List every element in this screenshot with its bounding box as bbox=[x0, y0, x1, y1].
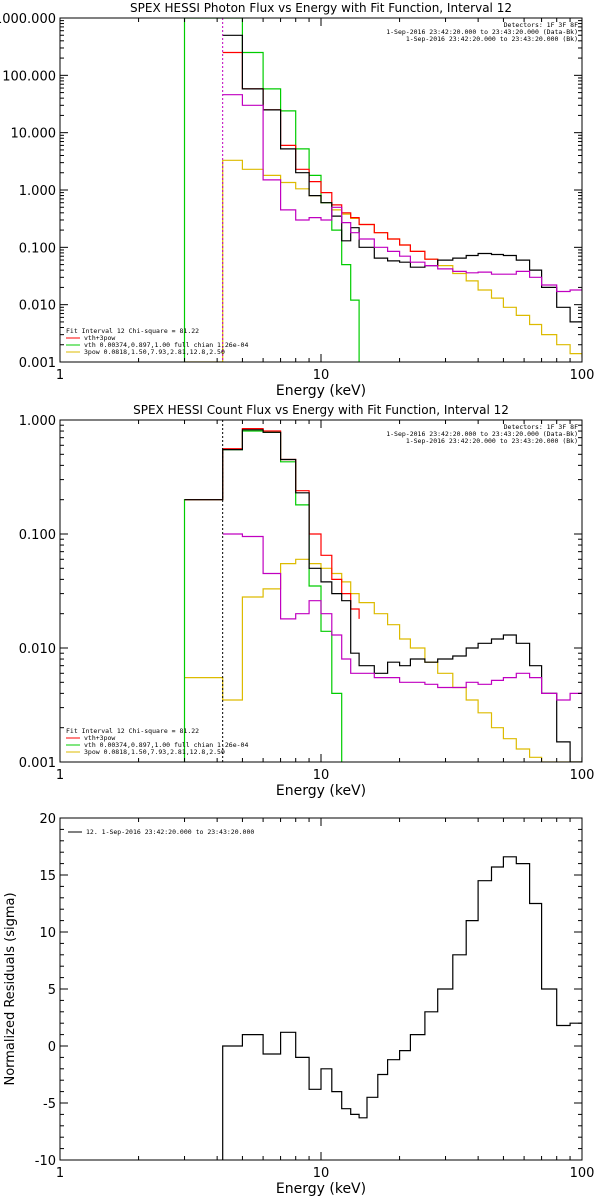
chart-title: SPEX HESSI Photon Flux vs Energy with Fi… bbox=[130, 1, 512, 15]
x-tick-label: 100 bbox=[570, 1166, 595, 1181]
legend-bottom-left-entry: vth+3pow bbox=[84, 334, 115, 342]
y-tick-label: 20 bbox=[39, 812, 56, 827]
x-tick-label: 10 bbox=[313, 768, 330, 783]
y-tick-label: 0.100 bbox=[19, 528, 56, 543]
x-tick-label: 100 bbox=[570, 768, 595, 783]
series-line-2 bbox=[222, 51, 439, 265]
series-line-3 bbox=[184, 429, 582, 762]
series-line-0 bbox=[184, 558, 582, 762]
y-tick-label: 10.000 bbox=[11, 127, 57, 142]
y-tick-label: 1.000 bbox=[19, 184, 56, 199]
y-tick-label: 0.001 bbox=[19, 356, 56, 371]
x-axis-label: Energy (keV) bbox=[276, 383, 366, 399]
legend-top-left-entry: 12. 1-Sep-2016 23:42:20.000 to 23:43:20.… bbox=[86, 828, 254, 836]
legend-top-right-entry: 1-Sep-2016 23:42:20.000 to 23:43:20.000 … bbox=[406, 437, 578, 445]
legend-bottom-left-entry: Fit Interval 12 Chi-square = 81.22 bbox=[66, 727, 199, 735]
legend-top-right-entry: 1-Sep-2016 23:42:20.000 to 23:43:20.000 … bbox=[386, 28, 578, 36]
series-line-1 bbox=[183, 18, 360, 362]
y-tick-label: 1.000 bbox=[19, 414, 56, 429]
series-line-2 bbox=[184, 428, 360, 619]
series-line-4 bbox=[222, 94, 582, 293]
y-tick-label: 10 bbox=[39, 926, 56, 941]
y-tick-label: -5 bbox=[43, 1097, 56, 1112]
legend-top-right-entry: 1-Sep-2016 23:42:20.000 to 23:43:20.000 … bbox=[386, 430, 578, 438]
legend-bottom-left-entry: vth+3pow bbox=[84, 734, 115, 742]
series-group bbox=[222, 856, 582, 1160]
y-tick-label: 0 bbox=[48, 1040, 56, 1055]
legend-bottom-left-entry: 3pow 0.0818,1.50,7.93,2.81,12.8,2.50 bbox=[84, 748, 225, 756]
y-tick-label: 0.010 bbox=[19, 642, 56, 657]
series-line-0 bbox=[222, 856, 582, 1160]
x-tick-label: 100 bbox=[570, 368, 595, 383]
legend-top-right-entry: 1-Sep-2016 23:42:20.000 to 23:43:20.000 … bbox=[406, 35, 578, 43]
series-line-0 bbox=[184, 159, 582, 362]
plot-frame bbox=[59, 817, 583, 1161]
legend-bottom-left-entry: 3pow 0.0818,1.50,7.93,2.81,12.8,2.50 bbox=[84, 348, 225, 356]
x-tick-label: 1 bbox=[56, 1166, 64, 1181]
y-axis-label: Normalized Residuals (sigma) bbox=[3, 892, 18, 1085]
y-tick-label: 100.000 bbox=[2, 69, 56, 84]
x-axis-label: Energy (keV) bbox=[276, 783, 366, 799]
series-group bbox=[183, 420, 582, 762]
y-tick-label: 0.010 bbox=[19, 299, 56, 314]
legend-top-right-entry: Detectors: 1F 3F 8F bbox=[504, 21, 578, 29]
legend-bottom-left-entry: vth 0.00374,0.897,1.00 full chian 1.26e-… bbox=[84, 341, 248, 349]
series-line-4 bbox=[222, 533, 582, 701]
x-tick-label: 10 bbox=[313, 1166, 330, 1181]
x-tick-label: 1 bbox=[56, 768, 64, 783]
y-tick-label: 0.001 bbox=[19, 756, 56, 771]
x-tick-label: 1 bbox=[56, 368, 64, 383]
legend-bottom-left-entry: Fit Interval 12 Chi-square = 81.22 bbox=[66, 327, 199, 335]
series-group bbox=[183, 18, 582, 362]
legend-top-right-entry: Detectors: 1F 3F 8F bbox=[504, 423, 578, 431]
y-tick-label: 5 bbox=[48, 983, 56, 998]
y-tick-label: 0.100 bbox=[19, 241, 56, 256]
x-tick-label: 10 bbox=[313, 368, 330, 383]
legend-bottom-left-entry: vth 0.00374,0.897,1.00 full chian 1.26e-… bbox=[84, 741, 248, 749]
chart-title: SPEX HESSI Count Flux vs Energy with Fit… bbox=[133, 403, 509, 417]
y-tick-label: 1000.000 bbox=[0, 12, 56, 27]
series-line-3 bbox=[222, 34, 582, 323]
x-axis-label: Energy (keV) bbox=[276, 1181, 366, 1197]
y-tick-label: -10 bbox=[35, 1154, 56, 1169]
y-tick-label: 15 bbox=[39, 869, 56, 884]
